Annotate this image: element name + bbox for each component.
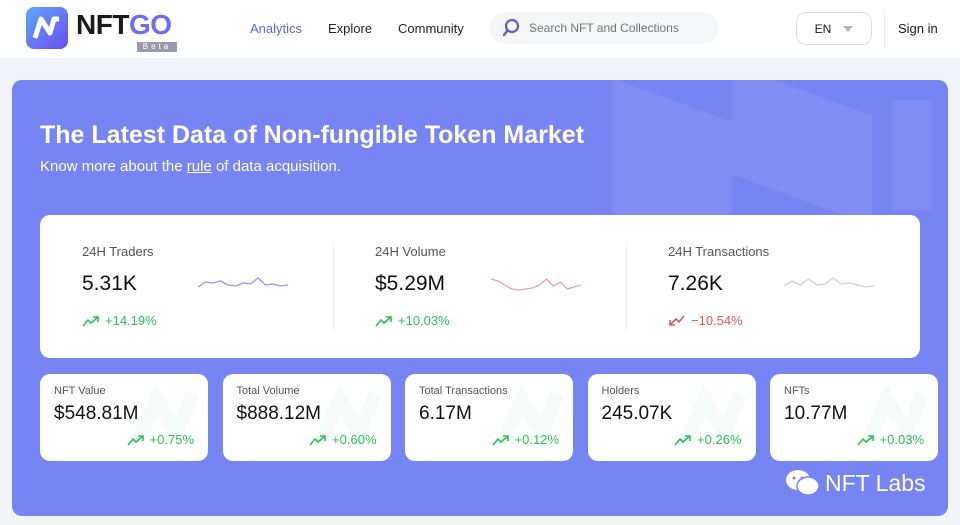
card-value: $888.12M xyxy=(236,403,322,424)
card-change: +0.03% xyxy=(856,432,924,448)
search-input[interactable] xyxy=(529,21,709,35)
stat-change: +10.03% xyxy=(375,313,450,329)
nftgo-logo[interactable] xyxy=(26,7,68,49)
decor-logo-icon xyxy=(862,384,929,451)
trend-up-icon xyxy=(856,435,874,446)
trend-down-icon xyxy=(669,315,685,326)
card-change: +0.12% xyxy=(491,432,559,448)
stat-24h[interactable]: 24H Traders 5.31K +14.19% xyxy=(40,215,333,358)
card-label: Total Volume xyxy=(236,385,300,397)
card-value: 6.17M xyxy=(419,403,472,424)
stat-change: +14.19% xyxy=(82,313,157,329)
divider xyxy=(333,243,334,331)
stats-24h-card: 24H Traders 5.31K +14.19% 24H Volume $5.2… xyxy=(40,215,920,358)
search-bar[interactable] xyxy=(489,12,719,44)
total-stat-card[interactable]: Holders 245.07K +0.26% xyxy=(587,374,756,461)
language-value: EN xyxy=(814,21,832,36)
card-label: Holders xyxy=(601,385,640,397)
stat-value: 5.31K xyxy=(82,272,137,295)
top-nav: NFTGO Beta Analytics Explore Community E… xyxy=(0,0,960,58)
card-change: +0.75% xyxy=(126,432,194,448)
sparkline xyxy=(784,277,875,288)
divider xyxy=(884,10,885,48)
stat-change: −10.54% xyxy=(668,313,743,329)
sign-in-link[interactable]: Sign in xyxy=(898,21,938,36)
card-value: $548.81M xyxy=(54,403,139,424)
nav-explore[interactable]: Explore xyxy=(328,21,373,36)
trend-up-icon xyxy=(491,435,509,446)
total-stat-card[interactable]: Total Transactions 6.17M +0.12% xyxy=(405,374,573,461)
decor-shape xyxy=(892,100,932,210)
total-stat-card[interactable]: NFT Value $548.81M +0.75% xyxy=(40,374,208,461)
wechat-icon xyxy=(786,470,820,496)
stat-label: 24H Volume xyxy=(375,244,446,259)
card-label: NFT Value xyxy=(54,385,106,397)
trend-up-icon xyxy=(126,435,144,446)
nav-analytics[interactable]: Analytics xyxy=(250,21,303,36)
watermark: NFT Labs xyxy=(785,468,926,498)
rule-link[interactable]: rule xyxy=(186,158,212,175)
banner-subtitle: Know more about the rule of data acquisi… xyxy=(40,158,342,175)
nav-community[interactable]: Community xyxy=(398,21,464,36)
card-change: +0.60% xyxy=(309,432,377,448)
search-icon xyxy=(502,18,520,37)
total-stat-card[interactable]: Total Volume $888.12M +0.60% xyxy=(222,374,391,461)
brand-name[interactable]: NFTGO xyxy=(76,9,172,40)
chevron-down-icon xyxy=(843,25,854,32)
sparkline xyxy=(491,278,582,291)
divider xyxy=(626,243,627,331)
trend-up-icon xyxy=(82,316,99,327)
card-change: +0.26% xyxy=(674,432,742,448)
card-label: NFTs xyxy=(784,385,810,397)
sparkline xyxy=(198,277,289,288)
total-stat-card[interactable]: NFTs 10.77M +0.03% xyxy=(770,374,938,461)
stat-value: 7.26K xyxy=(668,272,723,295)
card-label: Total Transactions xyxy=(419,385,508,397)
stat-value: $5.29M xyxy=(375,272,446,295)
decor-logo-icon xyxy=(314,384,382,451)
card-value: 245.07K xyxy=(601,403,673,424)
banner-title: The Latest Data of Non-fungible Token Ma… xyxy=(40,121,585,149)
trend-up-icon xyxy=(674,435,691,446)
stat-24h[interactable]: 24H Transactions 7.26K −10.54% xyxy=(626,215,919,358)
stat-label: 24H Transactions xyxy=(668,244,770,259)
trend-up-icon xyxy=(375,316,392,327)
card-value: 10.77M xyxy=(784,403,848,424)
language-select[interactable]: EN xyxy=(796,12,872,45)
decor-logo-icon xyxy=(679,384,747,451)
stat-label: 24H Traders xyxy=(82,244,154,259)
beta-badge: Beta xyxy=(137,42,177,52)
decor-logo-icon xyxy=(132,384,199,451)
decor-shape xyxy=(732,80,872,226)
decor-logo-icon xyxy=(497,384,564,451)
hero-banner: The Latest Data of Non-fungible Token Ma… xyxy=(12,80,948,516)
trend-up-icon xyxy=(309,435,326,446)
stat-24h[interactable]: 24H Volume $5.29M +10.03% xyxy=(333,215,626,358)
